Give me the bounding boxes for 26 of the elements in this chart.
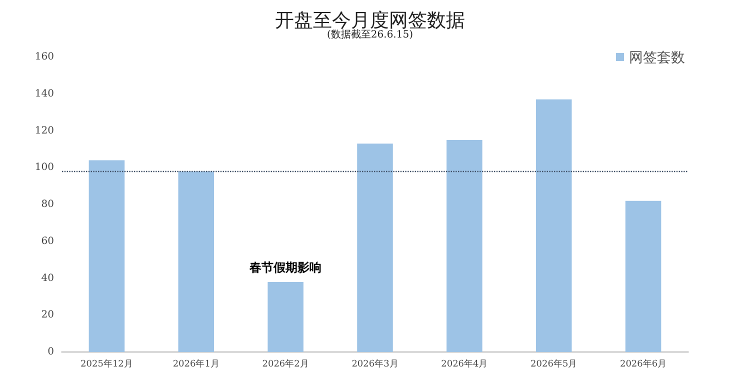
bar (625, 200, 662, 352)
x-tick-label: 2026年4月 (441, 358, 488, 370)
x-tick-label: 2026年6月 (620, 358, 667, 370)
y-tick-label: 20 (41, 310, 54, 321)
legend-label: 网签套数 (629, 49, 685, 65)
y-tick-label: 60 (41, 236, 54, 247)
bar (178, 171, 214, 352)
x-tick-label: 2026年2月 (262, 358, 309, 370)
y-tick-label: 140 (34, 88, 54, 100)
y-tick-label: 120 (34, 125, 54, 136)
y-tick-label: 160 (34, 52, 54, 62)
bar (446, 140, 482, 352)
x-tick-label: 2026年3月 (352, 358, 398, 370)
y-tick-label: 100 (34, 162, 54, 174)
x-tick-label: 2026年1月 (172, 358, 220, 370)
chart-subtitle: (数据截至26.6.15) (327, 28, 414, 40)
bar (268, 282, 304, 352)
y-tick-label: 0 (48, 346, 54, 358)
y-tick-label: 80 (41, 199, 54, 210)
x-tick-label: 2025年12月 (80, 358, 133, 370)
bar (536, 99, 572, 352)
x-tick-label: 2026年5月 (530, 358, 578, 370)
annotation: 春节假期影响 (248, 260, 322, 274)
bar (88, 160, 125, 352)
y-tick-label: 40 (41, 272, 54, 284)
bar (357, 144, 393, 352)
